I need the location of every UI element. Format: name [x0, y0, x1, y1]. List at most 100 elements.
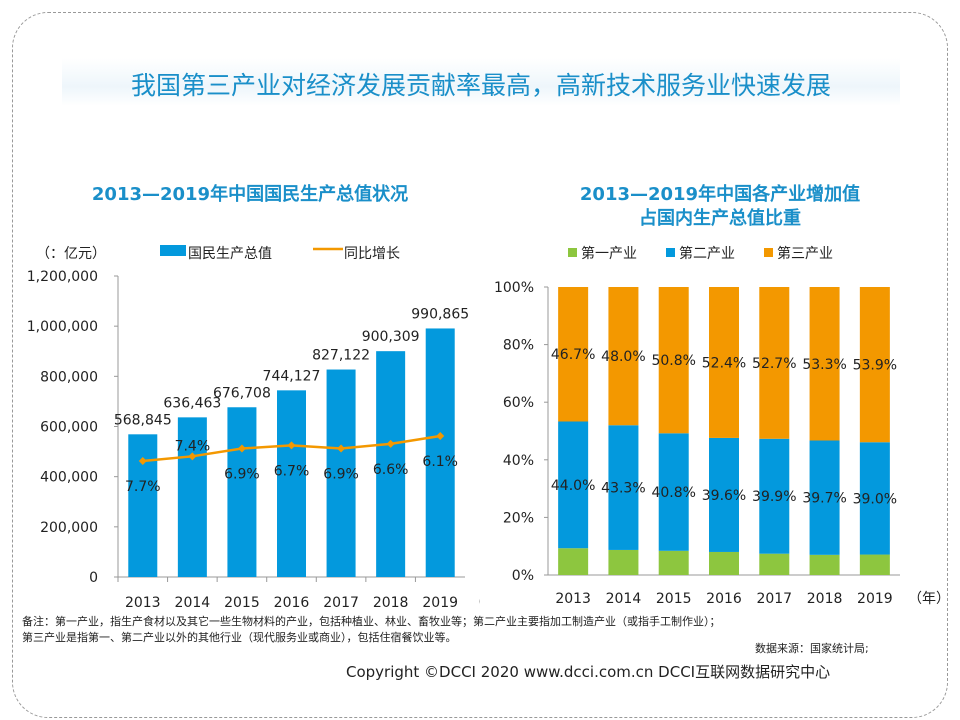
- bar-secondary-2014: [608, 425, 639, 550]
- gdp-chart: 0 200,000 400,000 600,000 800,000 1,000,000 1,…: [27, 245, 480, 611]
- x-unit: （年）: [470, 595, 480, 611]
- bar-primary-2013: [558, 548, 589, 575]
- growth-label: 6.6%: [373, 462, 409, 478]
- bar-gdp-2015: [227, 407, 257, 577]
- bar-secondary-2015: [658, 433, 689, 551]
- x-tick-label: 2014: [606, 591, 642, 607]
- growth-label: 6.1%: [422, 454, 458, 470]
- x-tick-label: 2016: [274, 595, 310, 611]
- left-chart-title: 2013—2019年中国国民生产总值状况: [91, 184, 409, 205]
- growth-label: 6.7%: [274, 463, 310, 479]
- bar-gdp-2013: [128, 434, 158, 577]
- bar-gdp-2017: [326, 369, 356, 577]
- banner-title: 我国第三产业对经济发展贡献率最高，高新技术服务业快速发展: [130, 71, 831, 100]
- bar-label: 568,845: [114, 412, 172, 428]
- legend-label-gdp: 国民生产总值: [188, 246, 272, 262]
- segment-label: 50.8%: [651, 353, 695, 369]
- x-tick-label: 2014: [175, 595, 211, 611]
- bar-primary-2016: [709, 551, 739, 575]
- bar-primary-2019: [859, 554, 890, 575]
- segment-label: 53.9%: [853, 358, 897, 374]
- bar-tertiary-2018: [809, 287, 840, 441]
- bar-primary-2015: [658, 550, 689, 575]
- segment-label: 52.7%: [752, 356, 796, 372]
- y-tick-label: 200,000: [40, 520, 98, 536]
- bar-secondary-2016: [709, 437, 739, 552]
- y-tick-label: 600,000: [40, 420, 98, 436]
- bar-tertiary-2014: [608, 287, 639, 426]
- bar-primary-2018: [809, 554, 840, 575]
- banner: 我国第三产业对经济发展贡献率最高，高新技术服务业快速发展: [62, 58, 900, 106]
- legend-label-growth: 同比增长: [344, 246, 400, 262]
- note-line-1: 备注：第一产业，指生产食材以及其它一些生物材料的产业，包括种植业、林业、畜牧业等…: [22, 615, 721, 628]
- x-tick-label: 2018: [807, 591, 843, 607]
- bar-tertiary-2013: [558, 287, 589, 422]
- growth-label: 7.7%: [125, 479, 161, 495]
- segment-label: 39.6%: [702, 488, 746, 504]
- segment-label: 39.7%: [802, 491, 846, 507]
- bar-tertiary-2017: [759, 287, 790, 439]
- segment-label: 39.0%: [853, 491, 897, 507]
- growth-marker: [138, 457, 147, 465]
- x-tick-label: 2013: [555, 591, 591, 607]
- y-tick-label: 0%: [512, 568, 534, 584]
- segment-label: 53.3%: [802, 357, 846, 373]
- y-tick-label: 400,000: [40, 470, 98, 486]
- bar-gdp-2016: [277, 390, 306, 577]
- bar-gdp-2018: [376, 351, 406, 577]
- segment-label: 43.3%: [601, 481, 645, 497]
- segment-label: 40.8%: [651, 485, 695, 501]
- x-tick-label: 2017: [756, 591, 792, 607]
- y-tick-label: 1,000,000: [27, 319, 98, 335]
- bar-tertiary-2016: [709, 287, 739, 438]
- y-tick-label: 20%: [503, 510, 534, 526]
- data-source: 数据来源：国家统计局;: [755, 642, 869, 655]
- x-tick-label: 2016: [706, 591, 742, 607]
- bar-label: 636,463: [163, 395, 221, 411]
- segment-label: 44.0%: [551, 478, 595, 494]
- x-tick-label: 2018: [373, 595, 409, 611]
- bar-tertiary-2015: [658, 287, 689, 434]
- y-tick-label: 80%: [503, 338, 534, 354]
- y-unit: （：亿元）: [36, 246, 106, 262]
- y-tick-label: 40%: [503, 453, 534, 469]
- growth-marker: [386, 439, 395, 448]
- x-tick-label: 2019: [422, 595, 458, 611]
- x-tick-label: 2015: [656, 591, 692, 607]
- bar-tertiary-2019: [859, 287, 890, 443]
- segment-label: 39.9%: [752, 489, 796, 505]
- bar-secondary-2018: [809, 440, 840, 555]
- y-tick-label: 60%: [503, 395, 534, 411]
- bar-secondary-2019: [859, 442, 890, 555]
- bar-label: 676,708: [213, 385, 271, 401]
- legend-label: 第一产业: [581, 245, 637, 262]
- growth-marker: [287, 441, 296, 450]
- growth-label: 7.4%: [175, 438, 211, 454]
- bar-label: 900,309: [362, 329, 420, 345]
- bar-secondary-2013: [558, 421, 589, 549]
- y-tick-label: 0: [89, 570, 98, 586]
- x-tick-label: 2013: [125, 595, 161, 611]
- x-tick-label: 2017: [323, 595, 359, 611]
- right-chart-title: 2013—2019年中国各产业增加值 占国内生产总值比重: [579, 184, 861, 229]
- bar-primary-2017: [759, 553, 790, 575]
- x-tick-label: 2015: [224, 595, 260, 611]
- y-tick-label: 800,000: [40, 369, 98, 385]
- bar-label: 827,122: [312, 348, 370, 364]
- legend-label: 第二产业: [679, 245, 735, 262]
- legend-swatch: [666, 248, 675, 257]
- growth-marker: [337, 444, 346, 453]
- note-line-2: 第三产业是指第一、第二产业以外的其他行业（现代服务业或商业），包括住宿餐饮业等。: [22, 631, 457, 644]
- industry-share-chart: 0% 20% 40% 60% 80% 100% 2013 44.0% 46.7% 2014 43.3…: [494, 245, 950, 607]
- bar-label: 990,865: [411, 306, 469, 322]
- legend-swatch: [764, 248, 773, 257]
- bar-label: 744,127: [263, 368, 321, 384]
- bar-primary-2014: [608, 549, 639, 575]
- segment-label: 46.7%: [551, 347, 595, 363]
- slide-frame: [12, 12, 948, 718]
- y-tick-label: 1,200,000: [27, 269, 98, 285]
- growth-marker: [436, 432, 445, 441]
- x-unit: （年）: [908, 591, 950, 607]
- x-tick-label: 2019: [857, 591, 893, 607]
- legend-swatch-gdp: [160, 245, 186, 256]
